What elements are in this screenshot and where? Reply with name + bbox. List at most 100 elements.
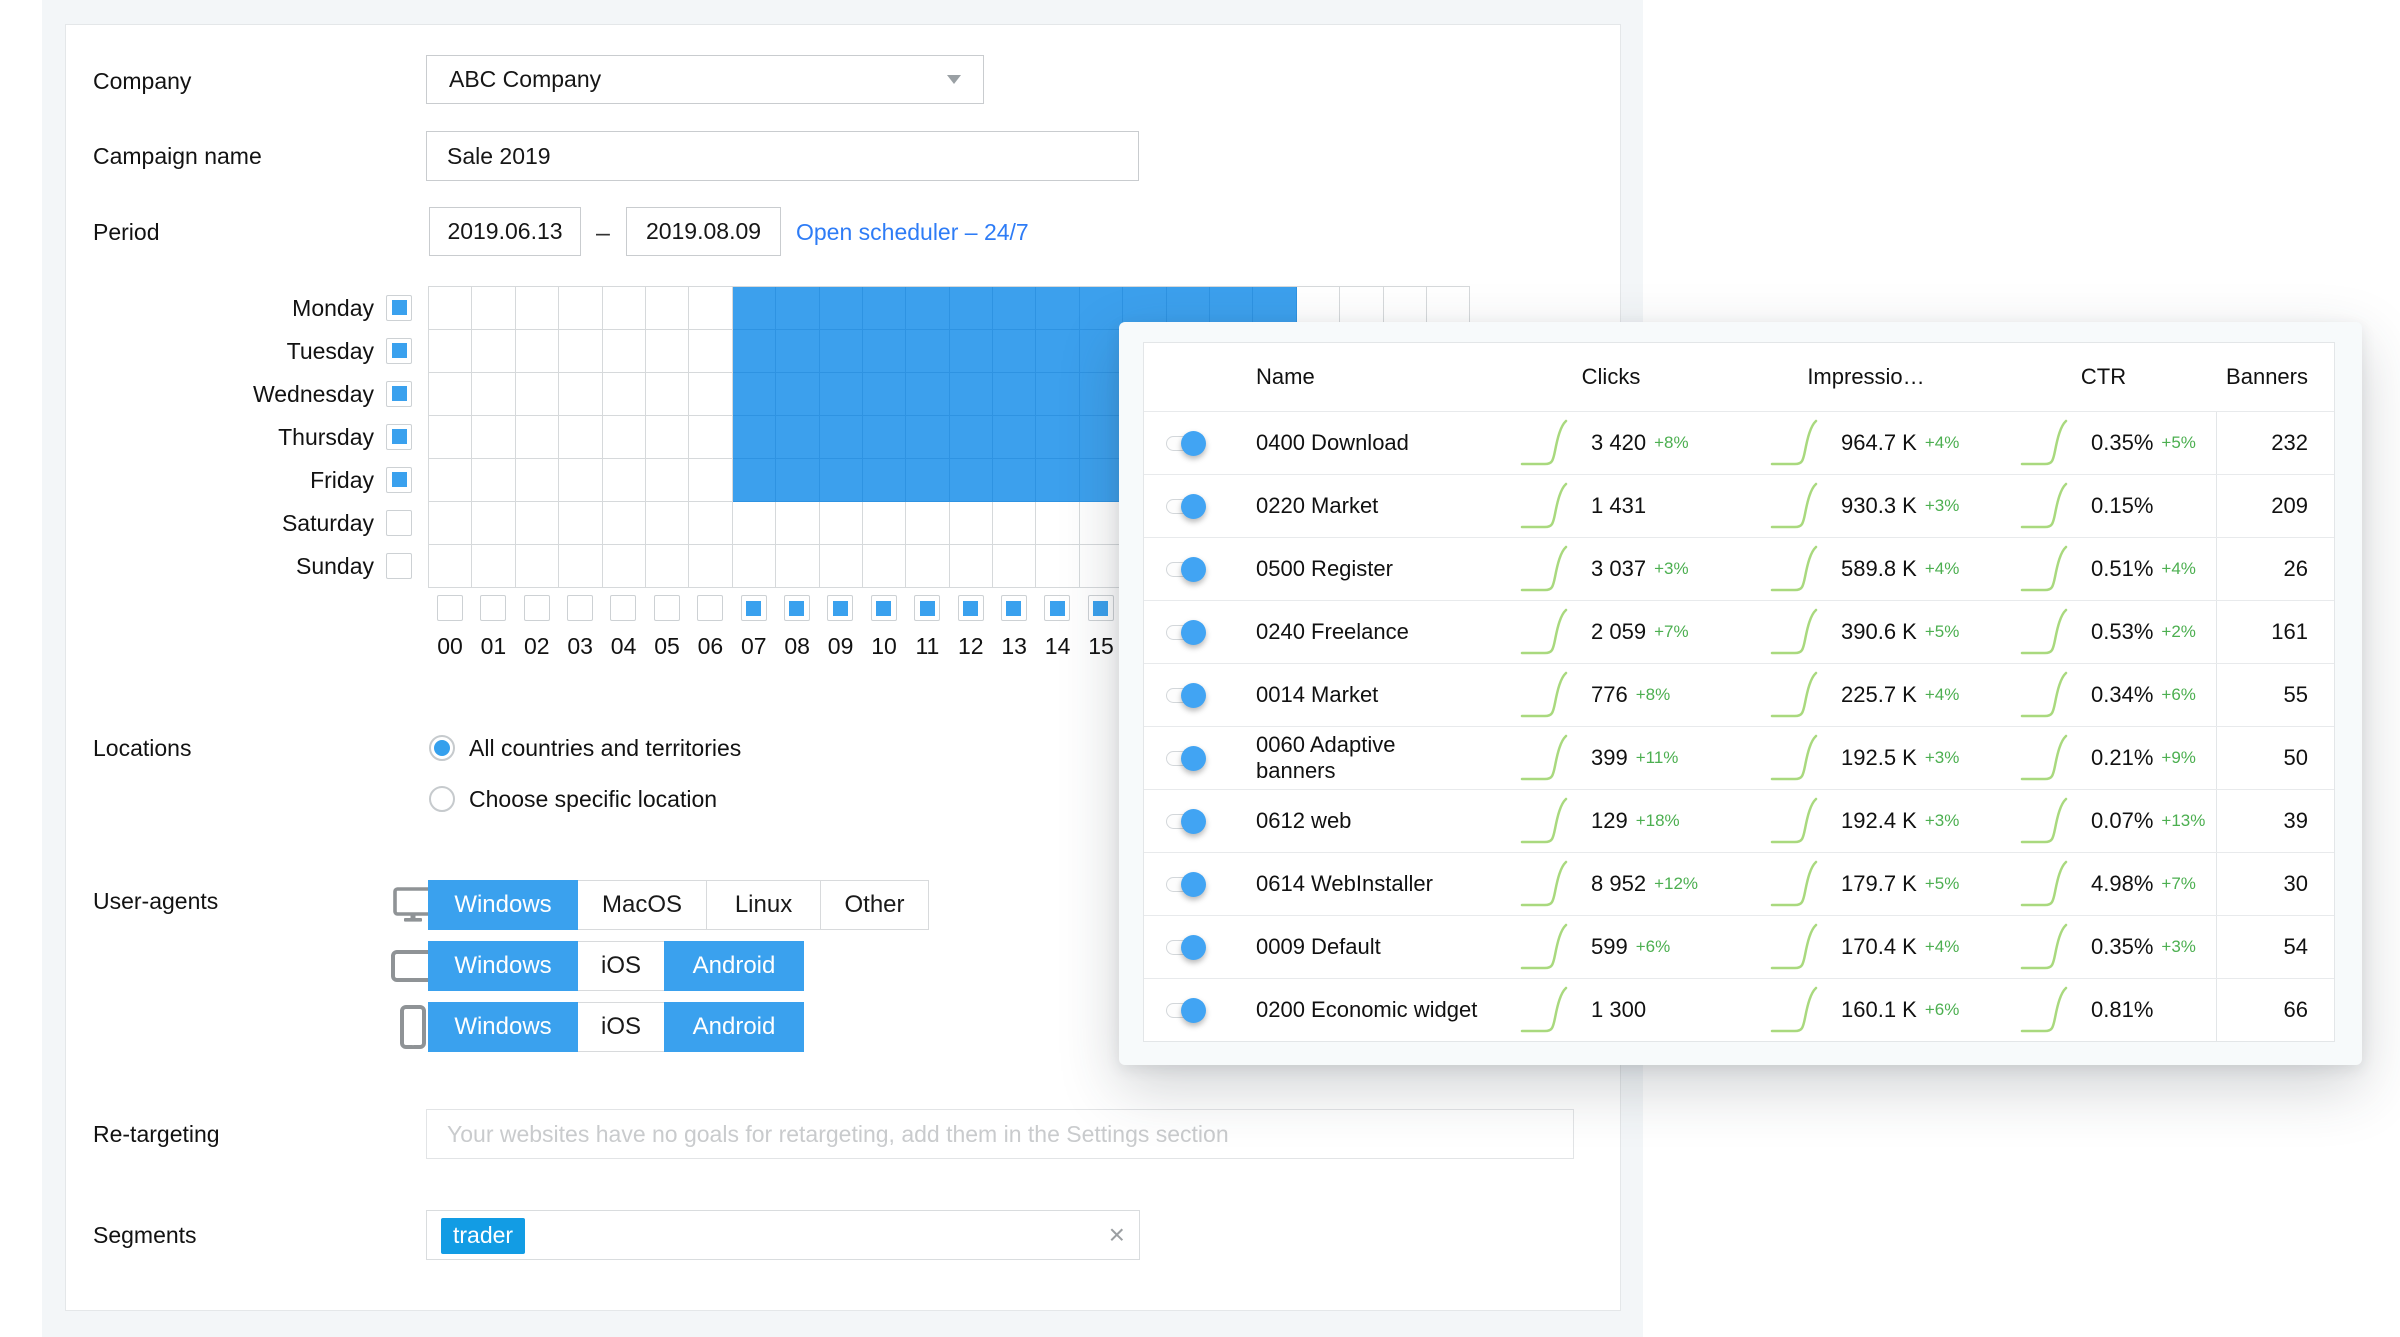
hour-checkbox-12[interactable] — [957, 595, 984, 621]
retargeting-input[interactable] — [426, 1109, 1574, 1159]
schedule-cell[interactable] — [429, 502, 473, 545]
hour-checkbox-09[interactable] — [827, 595, 854, 621]
schedule-cell[interactable] — [559, 416, 603, 459]
schedule-cell[interactable] — [906, 330, 950, 373]
schedule-cell[interactable] — [602, 459, 646, 502]
schedule-cell[interactable] — [993, 502, 1037, 545]
schedule-cell[interactable] — [1036, 330, 1080, 373]
schedule-cell[interactable] — [1079, 502, 1124, 545]
schedule-cell[interactable] — [862, 416, 907, 459]
schedule-cell[interactable] — [472, 373, 516, 416]
schedule-cell[interactable] — [993, 330, 1037, 373]
schedule-cell[interactable] — [906, 373, 950, 416]
schedule-cell[interactable] — [472, 330, 516, 373]
schedule-cell[interactable] — [645, 459, 690, 502]
schedule-cell[interactable] — [993, 459, 1037, 502]
campaign-name-input[interactable] — [426, 131, 1139, 181]
hour-checkbox-07[interactable] — [740, 595, 767, 621]
hour-checkbox-15[interactable] — [1087, 595, 1114, 621]
schedule-cell[interactable] — [472, 459, 516, 502]
schedule-cell[interactable] — [429, 459, 473, 502]
schedule-cell[interactable] — [1079, 545, 1124, 588]
schedule-cell[interactable] — [732, 416, 777, 459]
schedule-cell[interactable] — [1079, 373, 1124, 416]
schedule-cell[interactable] — [862, 373, 907, 416]
schedule-cell[interactable] — [949, 330, 994, 373]
schedule-cell[interactable] — [732, 459, 777, 502]
hour-checkbox-04[interactable] — [610, 595, 637, 621]
row-enabled-toggle[interactable] — [1166, 745, 1206, 771]
schedule-cell[interactable] — [993, 373, 1037, 416]
schedule-cell[interactable] — [429, 287, 473, 330]
schedule-cell[interactable] — [776, 287, 820, 330]
day-checkbox-thursday[interactable] — [386, 423, 412, 450]
schedule-cell[interactable] — [819, 416, 863, 459]
schedule-cell[interactable] — [1079, 459, 1124, 502]
schedule-cell[interactable] — [906, 502, 950, 545]
ua-button-mobile-android[interactable]: Android — [664, 1002, 804, 1052]
schedule-cell[interactable] — [1036, 373, 1080, 416]
row-enabled-toggle[interactable] — [1166, 556, 1206, 582]
schedule-cell[interactable] — [819, 459, 863, 502]
schedule-cell[interactable] — [689, 459, 733, 502]
hour-checkbox-06[interactable] — [697, 595, 724, 621]
schedule-cell[interactable] — [906, 416, 950, 459]
schedule-cell[interactable] — [906, 459, 950, 502]
schedule-cell[interactable] — [862, 502, 907, 545]
schedule-cell[interactable] — [689, 373, 733, 416]
ua-button-tablet-windows[interactable]: Windows — [428, 941, 578, 991]
schedule-cell[interactable] — [862, 330, 907, 373]
day-checkbox-monday[interactable] — [386, 294, 412, 321]
hour-checkbox-02[interactable] — [523, 595, 550, 621]
schedule-cell[interactable] — [776, 545, 820, 588]
schedule-cell[interactable] — [515, 502, 560, 545]
ua-button-desktop-macos[interactable]: MacOS — [577, 880, 707, 930]
schedule-cell[interactable] — [732, 373, 777, 416]
hour-checkbox-10[interactable] — [870, 595, 897, 621]
row-enabled-toggle[interactable] — [1166, 619, 1206, 645]
schedule-cell[interactable] — [776, 330, 820, 373]
schedule-cell[interactable] — [472, 502, 516, 545]
schedule-cell[interactable] — [776, 416, 820, 459]
schedule-cell[interactable] — [429, 545, 473, 588]
schedule-cell[interactable] — [645, 502, 690, 545]
hour-checkbox-00[interactable] — [436, 595, 463, 621]
company-select[interactable]: ABC Company — [426, 55, 984, 104]
schedule-cell[interactable] — [689, 502, 733, 545]
schedule-cell[interactable] — [429, 416, 473, 459]
schedule-cell[interactable] — [689, 416, 733, 459]
schedule-cell[interactable] — [993, 545, 1037, 588]
schedule-cell[interactable] — [559, 459, 603, 502]
schedule-cell[interactable] — [645, 287, 690, 330]
row-enabled-toggle[interactable] — [1166, 682, 1206, 708]
ua-button-mobile-windows[interactable]: Windows — [428, 1002, 578, 1052]
schedule-cell[interactable] — [819, 287, 863, 330]
schedule-cell[interactable] — [559, 545, 603, 588]
schedule-cell[interactable] — [1036, 287, 1080, 330]
schedule-cell[interactable] — [906, 545, 950, 588]
schedule-cell[interactable] — [819, 373, 863, 416]
schedule-cell[interactable] — [645, 545, 690, 588]
schedule-cell[interactable] — [732, 287, 777, 330]
schedule-cell[interactable] — [429, 330, 473, 373]
schedule-cell[interactable] — [645, 330, 690, 373]
schedule-cell[interactable] — [993, 416, 1037, 459]
row-enabled-toggle[interactable] — [1166, 871, 1206, 897]
schedule-cell[interactable] — [689, 287, 733, 330]
ua-button-desktop-windows[interactable]: Windows — [428, 880, 578, 930]
day-checkbox-sunday[interactable] — [386, 552, 412, 579]
schedule-cell[interactable] — [602, 330, 646, 373]
schedule-cell[interactable] — [732, 545, 777, 588]
schedule-cell[interactable] — [645, 416, 690, 459]
open-scheduler-link[interactable]: Open scheduler – 24/7 — [796, 219, 1029, 245]
hour-checkbox-11[interactable] — [914, 595, 941, 621]
ua-button-desktop-other[interactable]: Other — [820, 880, 929, 930]
ua-button-desktop-linux[interactable]: Linux — [706, 880, 821, 930]
schedule-cell[interactable] — [862, 287, 907, 330]
schedule-cell[interactable] — [689, 545, 733, 588]
hour-checkbox-14[interactable] — [1044, 595, 1071, 621]
schedule-cell[interactable] — [472, 545, 516, 588]
schedule-cell[interactable] — [689, 330, 733, 373]
segments-input[interactable]: trader × — [426, 1210, 1140, 1260]
schedule-cell[interactable] — [949, 287, 994, 330]
